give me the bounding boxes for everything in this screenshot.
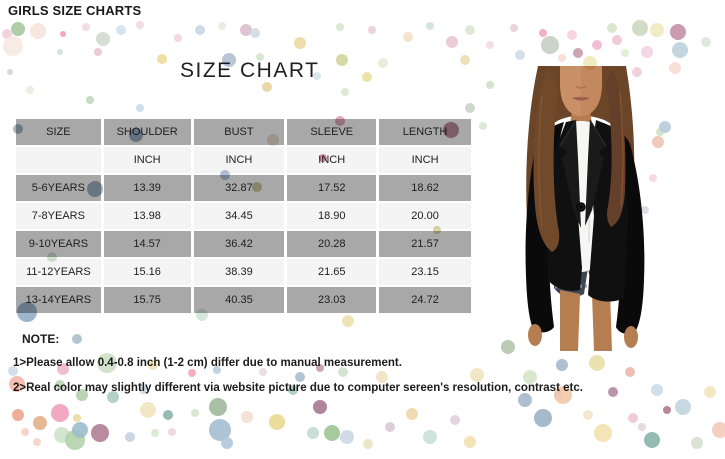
table-header-row: SIZE SHOULDER BUST SLEEVE LENGTH	[16, 119, 471, 145]
value-cell: 34.45	[193, 203, 285, 229]
unit-cell	[16, 147, 101, 173]
size-table: SIZE SHOULDER BUST SLEEVE LENGTH INCH IN…	[13, 117, 474, 315]
size-cell: 9-10YEARS	[16, 231, 101, 257]
col-shoulder: SHOULDER	[103, 119, 191, 145]
table-row: 13-14YEARS 15.75 40.35 23.03 24.72	[16, 287, 471, 313]
col-length: LENGTH	[379, 119, 471, 145]
col-bust: BUST	[193, 119, 285, 145]
size-cell: 13-14YEARS	[16, 287, 101, 313]
unit-cell: INCH	[287, 147, 377, 173]
girl-in-black-blazer-illustration	[525, 66, 645, 351]
value-cell: 18.90	[287, 203, 377, 229]
col-size: SIZE	[16, 119, 101, 145]
value-cell: 24.72	[379, 287, 471, 313]
value-cell: 36.42	[193, 231, 285, 257]
note-heading: NOTE:	[22, 332, 60, 346]
value-cell: 20.00	[379, 203, 471, 229]
size-chart-title: SIZE CHART	[180, 59, 320, 82]
table-row: 7-8YEARS 13.98 34.45 18.90 20.00	[16, 203, 471, 229]
value-cell: 18.62	[379, 175, 471, 201]
size-cell: 5-6YEARS	[16, 175, 101, 201]
value-cell: 21.57	[379, 231, 471, 257]
value-cell: 23.03	[287, 287, 377, 313]
unit-cell: INCH	[193, 147, 285, 173]
hair-front	[533, 70, 626, 252]
value-cell: 40.35	[193, 287, 285, 313]
value-cell: 14.57	[103, 231, 191, 257]
table-row: 5-6YEARS 13.39 32.87 17.52 18.62	[16, 175, 471, 201]
size-cell: 7-8YEARS	[16, 203, 101, 229]
value-cell: 21.65	[287, 259, 377, 285]
legs	[560, 290, 612, 351]
size-cell: 11-12YEARS	[16, 259, 101, 285]
unit-row: INCH INCH INCH INCH	[16, 147, 471, 173]
value-cell: 15.75	[103, 287, 191, 313]
note-item-1: 1>Please allow 0.4-0.8 inch (1-2 cm) dif…	[13, 357, 402, 369]
unit-cell: INCH	[103, 147, 191, 173]
table-row: 9-10YEARS 14.57 36.42 20.28 21.57	[16, 231, 471, 257]
product-photo	[502, 66, 672, 351]
hands	[528, 324, 638, 348]
value-cell: 15.16	[103, 259, 191, 285]
value-cell: 17.52	[287, 175, 377, 201]
value-cell: 38.39	[193, 259, 285, 285]
note-item-2: 2>Real color may slightly different via …	[13, 382, 583, 394]
value-cell: 13.98	[103, 203, 191, 229]
table-row: 11-12YEARS 15.16 38.39 21.65 23.15	[16, 259, 471, 285]
value-cell: 32.87	[193, 175, 285, 201]
unit-cell: INCH	[379, 147, 471, 173]
value-cell: 13.39	[103, 175, 191, 201]
value-cell: 23.15	[379, 259, 471, 285]
col-sleeve: SLEEVE	[287, 119, 377, 145]
page-title: GIRLS SIZE CHARTS	[8, 3, 142, 18]
value-cell: 20.28	[287, 231, 377, 257]
